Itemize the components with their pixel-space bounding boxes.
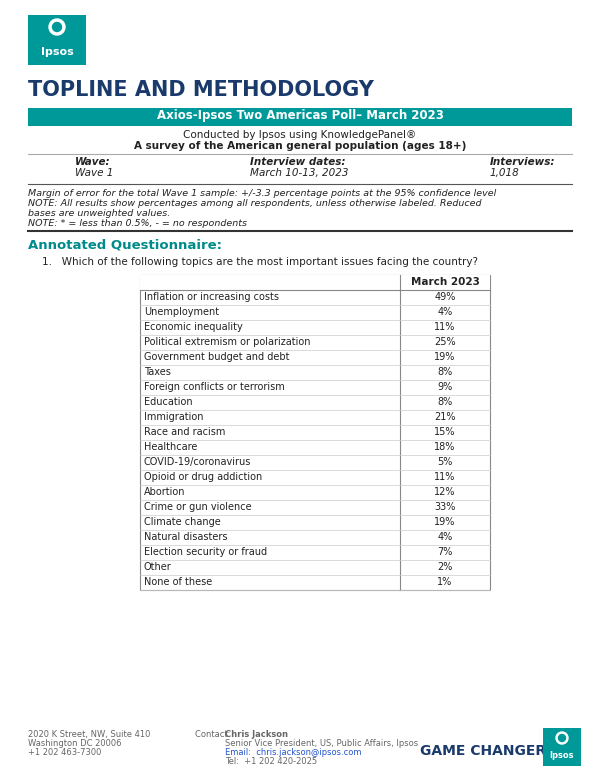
Text: 25%: 25% xyxy=(434,337,456,347)
Bar xyxy=(28,108,572,126)
Text: +1 202 463-7300: +1 202 463-7300 xyxy=(28,748,101,757)
Text: Conducted by Ipsos using KnowledgePanel®: Conducted by Ipsos using KnowledgePanel® xyxy=(184,130,416,140)
Text: 11%: 11% xyxy=(434,472,455,482)
Text: Unemployment: Unemployment xyxy=(144,307,219,317)
Text: bases are unweighted values.: bases are unweighted values. xyxy=(28,209,170,218)
Text: Interviews:: Interviews: xyxy=(490,157,556,167)
Text: Axios-Ipsos Two Americas Poll– March 2023: Axios-Ipsos Two Americas Poll– March 202… xyxy=(157,109,443,122)
Text: Taxes: Taxes xyxy=(144,367,171,377)
Text: Tel:  +1 202 420-2025: Tel: +1 202 420-2025 xyxy=(225,757,317,766)
Text: Email:  chris.jackson@ipsos.com: Email: chris.jackson@ipsos.com xyxy=(225,748,361,757)
Text: March 2023: March 2023 xyxy=(410,277,479,287)
Text: Opioid or drug addiction: Opioid or drug addiction xyxy=(144,472,262,482)
Text: Crime or gun violence: Crime or gun violence xyxy=(144,502,251,512)
Text: Margin of error for the total Wave 1 sample: +/-3.3 percentage points at the 95%: Margin of error for the total Wave 1 sam… xyxy=(28,189,496,198)
Text: Economic inequality: Economic inequality xyxy=(144,322,243,332)
Text: Education: Education xyxy=(144,397,193,407)
Text: Climate change: Climate change xyxy=(144,517,221,527)
Text: Race and racism: Race and racism xyxy=(144,427,226,437)
Text: Foreign conflicts or terrorism: Foreign conflicts or terrorism xyxy=(144,382,285,392)
Text: Natural disasters: Natural disasters xyxy=(144,532,227,542)
Text: Annotated Questionnaire:: Annotated Questionnaire: xyxy=(28,239,222,252)
Text: Wave:: Wave: xyxy=(75,157,110,167)
Text: Government budget and debt: Government budget and debt xyxy=(144,352,290,362)
Bar xyxy=(28,15,86,65)
Text: NOTE: All results show percentages among all respondents, unless otherwise label: NOTE: All results show percentages among… xyxy=(28,199,482,208)
Circle shape xyxy=(49,19,65,35)
Text: Other: Other xyxy=(144,562,172,572)
Text: COVID-19/coronavirus: COVID-19/coronavirus xyxy=(144,457,251,467)
Text: 8%: 8% xyxy=(437,367,452,377)
Text: GAME CHANGERS: GAME CHANGERS xyxy=(420,744,556,758)
Text: 49%: 49% xyxy=(434,292,455,302)
Text: TOPLINE AND METHODOLOGY: TOPLINE AND METHODOLOGY xyxy=(28,80,374,100)
Text: Interview dates:: Interview dates: xyxy=(250,157,346,167)
Text: 4%: 4% xyxy=(437,307,452,317)
Text: Chris Jackson: Chris Jackson xyxy=(225,730,288,739)
Circle shape xyxy=(556,732,568,744)
Text: Senior Vice President, US, Public Affairs, Ipsos: Senior Vice President, US, Public Affair… xyxy=(225,739,418,748)
Text: 19%: 19% xyxy=(434,517,455,527)
Text: 21%: 21% xyxy=(434,412,456,422)
Text: 1%: 1% xyxy=(437,577,452,587)
Text: 12%: 12% xyxy=(434,487,456,497)
Text: March 10-13, 2023: March 10-13, 2023 xyxy=(250,168,349,178)
Text: 19%: 19% xyxy=(434,352,455,362)
Text: Wave 1: Wave 1 xyxy=(75,168,113,178)
Text: Election security or fraud: Election security or fraud xyxy=(144,547,267,557)
Text: Ipsos: Ipsos xyxy=(41,47,73,57)
Text: 15%: 15% xyxy=(434,427,456,437)
Text: Healthcare: Healthcare xyxy=(144,442,197,452)
Text: 18%: 18% xyxy=(434,442,455,452)
Text: Political extremism or polarization: Political extremism or polarization xyxy=(144,337,311,347)
Text: 4%: 4% xyxy=(437,532,452,542)
Text: None of these: None of these xyxy=(144,577,212,587)
Text: 9%: 9% xyxy=(437,382,452,392)
Text: 1,018: 1,018 xyxy=(490,168,520,178)
Text: 8%: 8% xyxy=(437,397,452,407)
Text: 2%: 2% xyxy=(437,562,452,572)
Text: Washington DC 20006: Washington DC 20006 xyxy=(28,739,121,748)
Text: A survey of the American general population (ages 18+): A survey of the American general populat… xyxy=(134,141,466,151)
Text: 11%: 11% xyxy=(434,322,455,332)
Bar xyxy=(140,275,490,290)
Text: Immigration: Immigration xyxy=(144,412,203,422)
Text: 5%: 5% xyxy=(437,457,452,467)
Text: 7%: 7% xyxy=(437,547,452,557)
Text: Inflation or increasing costs: Inflation or increasing costs xyxy=(144,292,279,302)
Text: NOTE: * = less than 0.5%, - = no respondents: NOTE: * = less than 0.5%, - = no respond… xyxy=(28,219,247,228)
Bar xyxy=(140,275,490,590)
Bar xyxy=(543,728,581,766)
Text: 33%: 33% xyxy=(434,502,455,512)
Text: Contact:: Contact: xyxy=(195,730,233,739)
Text: Abortion: Abortion xyxy=(144,487,185,497)
Text: Ipsos: Ipsos xyxy=(550,751,574,760)
Circle shape xyxy=(559,735,566,742)
Circle shape xyxy=(53,23,62,32)
Text: 1.   Which of the following topics are the most important issues facing the coun: 1. Which of the following topics are the… xyxy=(42,257,478,267)
Text: 2020 K Street, NW, Suite 410: 2020 K Street, NW, Suite 410 xyxy=(28,730,151,739)
